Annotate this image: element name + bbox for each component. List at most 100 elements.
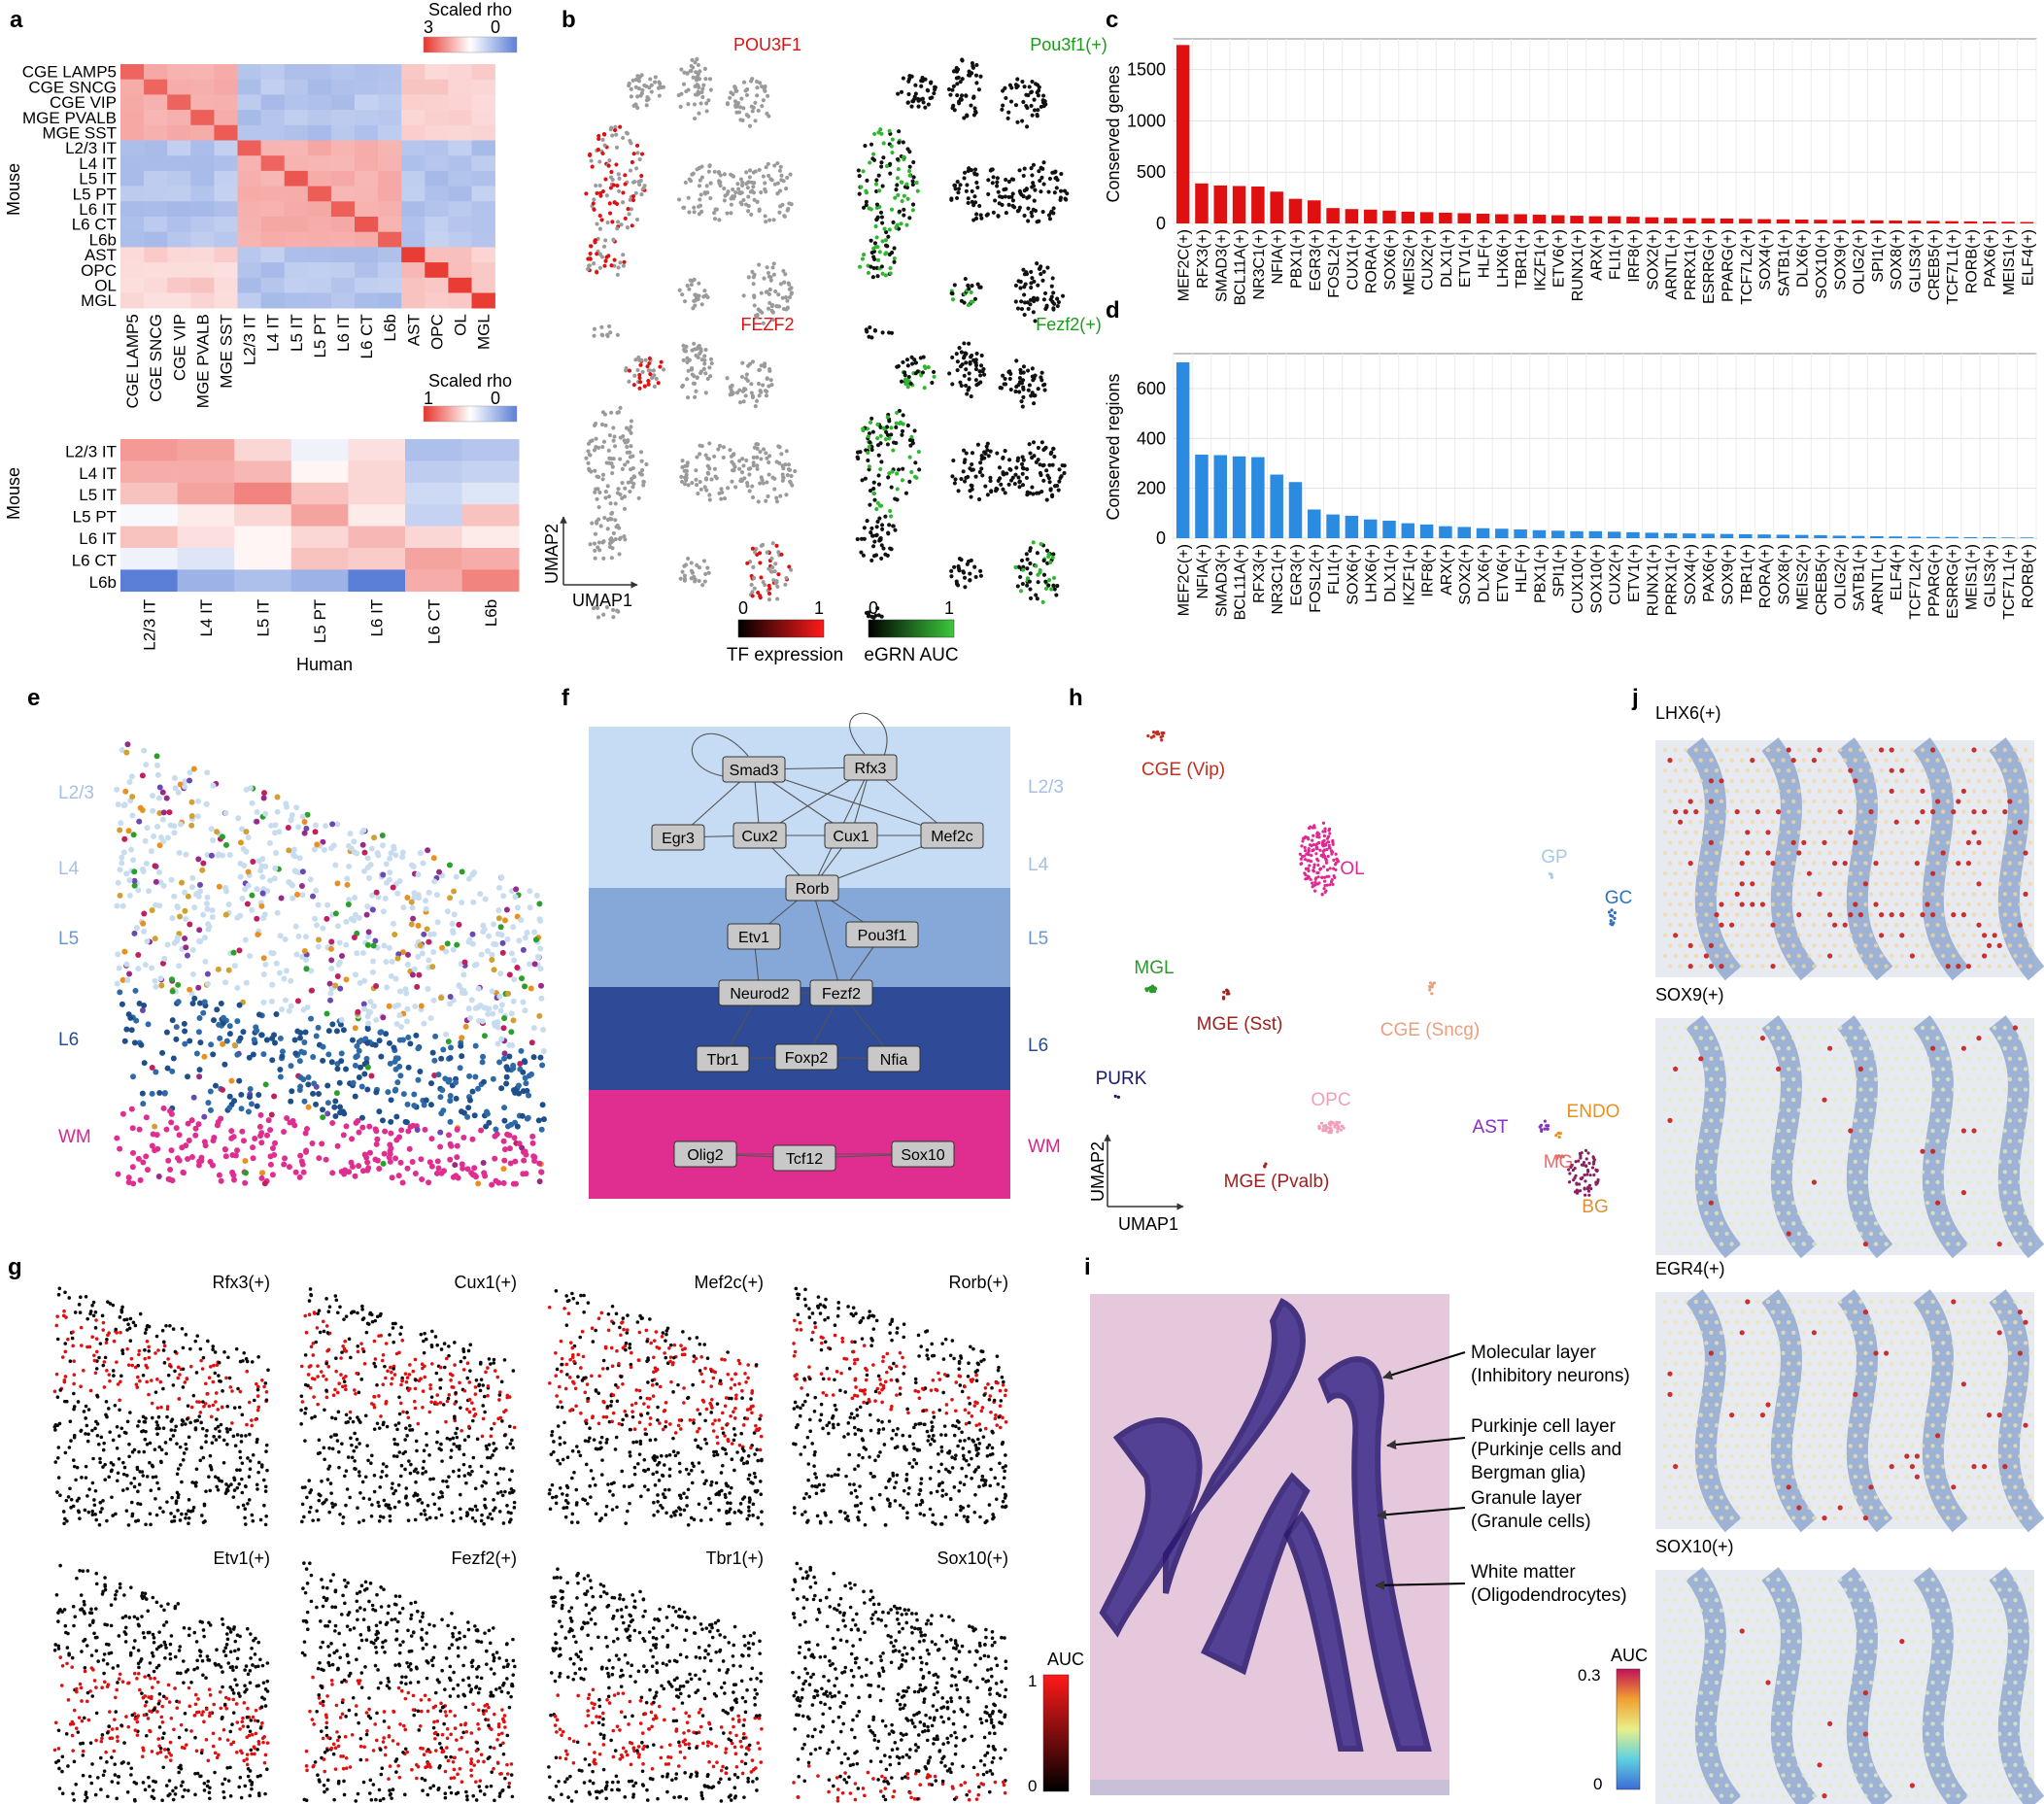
heatmap-2-cell	[348, 460, 406, 484]
cell-point	[131, 930, 138, 936]
umap-point	[891, 448, 896, 453]
cell-point	[231, 1042, 238, 1049]
umap-point	[869, 264, 873, 269]
cell-point	[406, 1145, 413, 1152]
cell-point	[444, 940, 451, 947]
regulon-point	[178, 1518, 183, 1522]
umap-point	[690, 172, 695, 177]
umap-point	[680, 384, 685, 390]
umap-point	[599, 324, 604, 329]
umap-point	[1030, 214, 1035, 219]
cell-point	[524, 929, 530, 936]
cell-point	[447, 1118, 454, 1125]
umap-point	[768, 278, 773, 283]
umap-point	[599, 422, 605, 427]
bar	[1476, 528, 1490, 538]
umap-point	[597, 548, 602, 553]
umap-point	[781, 306, 786, 312]
cell-point	[171, 893, 178, 900]
umap-point	[600, 137, 605, 142]
cell-point	[129, 812, 136, 819]
cell-point	[495, 915, 502, 922]
umap-point	[735, 182, 740, 187]
regulon-point	[96, 1442, 101, 1447]
regulon-point	[137, 1482, 142, 1486]
umap-point	[1055, 178, 1060, 183]
umap-point	[609, 517, 614, 522]
cell-point	[365, 1020, 372, 1027]
umap-point	[751, 170, 756, 175]
cell-point	[177, 913, 184, 920]
umap-point	[622, 259, 627, 264]
cell-point	[332, 862, 339, 868]
network-node-label: Egr3	[662, 831, 695, 847]
heatmap-1-cell	[448, 64, 472, 80]
cell-point	[446, 1132, 453, 1139]
cell-point	[465, 1105, 472, 1111]
x-tick-label: RORB(+)	[2020, 544, 2036, 608]
cell-point	[142, 837, 149, 844]
regulon-point	[232, 1488, 237, 1492]
umap-point	[1004, 211, 1008, 216]
umap-point	[1032, 97, 1037, 102]
regulon-point	[224, 1426, 229, 1431]
x-tick-label: ARX(+)	[1439, 544, 1455, 596]
umap-point	[635, 94, 640, 99]
cell-point	[119, 1001, 125, 1007]
umap-point	[640, 87, 645, 92]
umap-point	[699, 444, 704, 449]
x-tick-label: ESRRG(+)	[1701, 229, 1718, 304]
umap-point	[747, 472, 752, 477]
umap-point	[887, 227, 892, 232]
umap-point	[629, 425, 633, 429]
cell-point	[191, 904, 198, 911]
cell-point	[410, 1122, 417, 1129]
regulon-point	[178, 1373, 182, 1377]
regulon-point	[108, 1379, 112, 1383]
regulon-point	[53, 1428, 57, 1432]
umap-point	[640, 369, 645, 374]
regulon-point	[187, 1521, 190, 1525]
cell-point	[305, 1104, 312, 1110]
bar	[1814, 220, 1827, 223]
umap-point	[930, 380, 935, 386]
cell-point	[497, 924, 504, 931]
bar	[1945, 536, 1959, 538]
cell-point	[339, 953, 346, 960]
bar	[1213, 185, 1228, 223]
umap-point	[612, 444, 618, 449]
heatmap-1-cell	[237, 155, 261, 172]
umap-point	[603, 495, 608, 500]
umap-point	[689, 63, 694, 68]
heatmap-2-cell	[405, 460, 462, 484]
heatmap-2-cell	[120, 439, 178, 461]
umap-point	[1003, 85, 1007, 90]
cell-point	[169, 1017, 176, 1024]
x-tick-label: CUX10(+)	[1570, 544, 1586, 614]
umap-point	[695, 75, 699, 80]
umap-point	[587, 466, 592, 471]
umap-point	[1035, 596, 1039, 601]
umap-point	[703, 476, 709, 481]
regulon-point	[111, 1303, 116, 1308]
cell-point	[503, 1080, 510, 1087]
umap-point	[880, 527, 885, 531]
cell-point	[271, 875, 278, 882]
cell-point	[258, 1140, 265, 1146]
cell-point	[480, 928, 487, 935]
regulon-point	[398, 1474, 403, 1479]
cell-point	[114, 786, 120, 793]
regulon-point	[54, 1323, 59, 1328]
umap-point	[785, 298, 790, 303]
umap-point	[913, 460, 918, 465]
cell-point	[237, 873, 244, 880]
umap-point	[1026, 388, 1031, 392]
cell-point	[230, 1172, 237, 1178]
regulon-point	[66, 1495, 71, 1499]
cell-point	[128, 1106, 135, 1112]
cell-point	[353, 1119, 359, 1126]
umap-point	[931, 369, 937, 374]
umap-point	[700, 583, 705, 588]
x-tick-label: OLIG2(+)	[1852, 229, 1868, 294]
umap-point	[752, 550, 758, 555]
